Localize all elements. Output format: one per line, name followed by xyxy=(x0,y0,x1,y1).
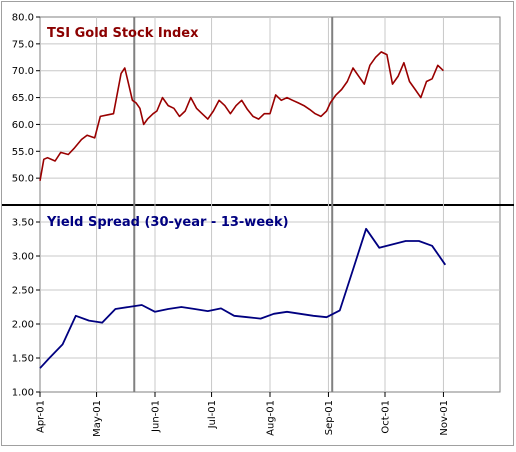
y-tick-label: 3.50 xyxy=(12,218,34,229)
x-tick-label: Jul-01 xyxy=(207,400,218,429)
y-tick-label: 80.0 xyxy=(12,13,34,24)
y-tick-label: 60.0 xyxy=(12,120,34,131)
y-tick-label: 55.0 xyxy=(12,147,34,158)
top-panel-title: TSI Gold Stock Index xyxy=(47,26,199,41)
y-tick-label: 50.0 xyxy=(12,174,34,185)
x-tick-label: Nov-01 xyxy=(439,400,450,436)
y-tick-label: 65.0 xyxy=(12,93,34,104)
y-tick-label: 1.00 xyxy=(12,388,34,399)
x-tick-label: Apr-01 xyxy=(36,400,47,433)
y-tick-label: 2.50 xyxy=(12,286,34,297)
y-tick-label: 3.00 xyxy=(12,252,34,263)
axis-labels: 80.0 75.0 70.0 65.0 60.0 55.0 50.0 3.50 3.00 2.50… xyxy=(12,13,450,437)
x-tick-label: Aug-01 xyxy=(266,400,277,436)
x-tick-label: Oct-01 xyxy=(381,400,392,434)
x-tick-label: Jun-01 xyxy=(151,400,162,433)
y-tick-label: 1.50 xyxy=(12,354,34,365)
series-line-2 xyxy=(39,227,447,369)
bottom-panel-title: Yield Spread (30-year - 13-week) xyxy=(46,215,289,230)
x-tick-label: May-01 xyxy=(92,400,103,437)
y-tick-label: 70.0 xyxy=(12,66,34,77)
outer-border xyxy=(1,1,514,446)
y-tick-label: 75.0 xyxy=(12,39,34,50)
series-lines xyxy=(39,51,447,369)
y-tick-label: 2.00 xyxy=(12,320,34,331)
gridlines xyxy=(36,16,500,397)
event-markers xyxy=(133,17,334,392)
series-line-1 xyxy=(39,51,444,181)
x-tick-label: Sep-01 xyxy=(324,400,335,435)
